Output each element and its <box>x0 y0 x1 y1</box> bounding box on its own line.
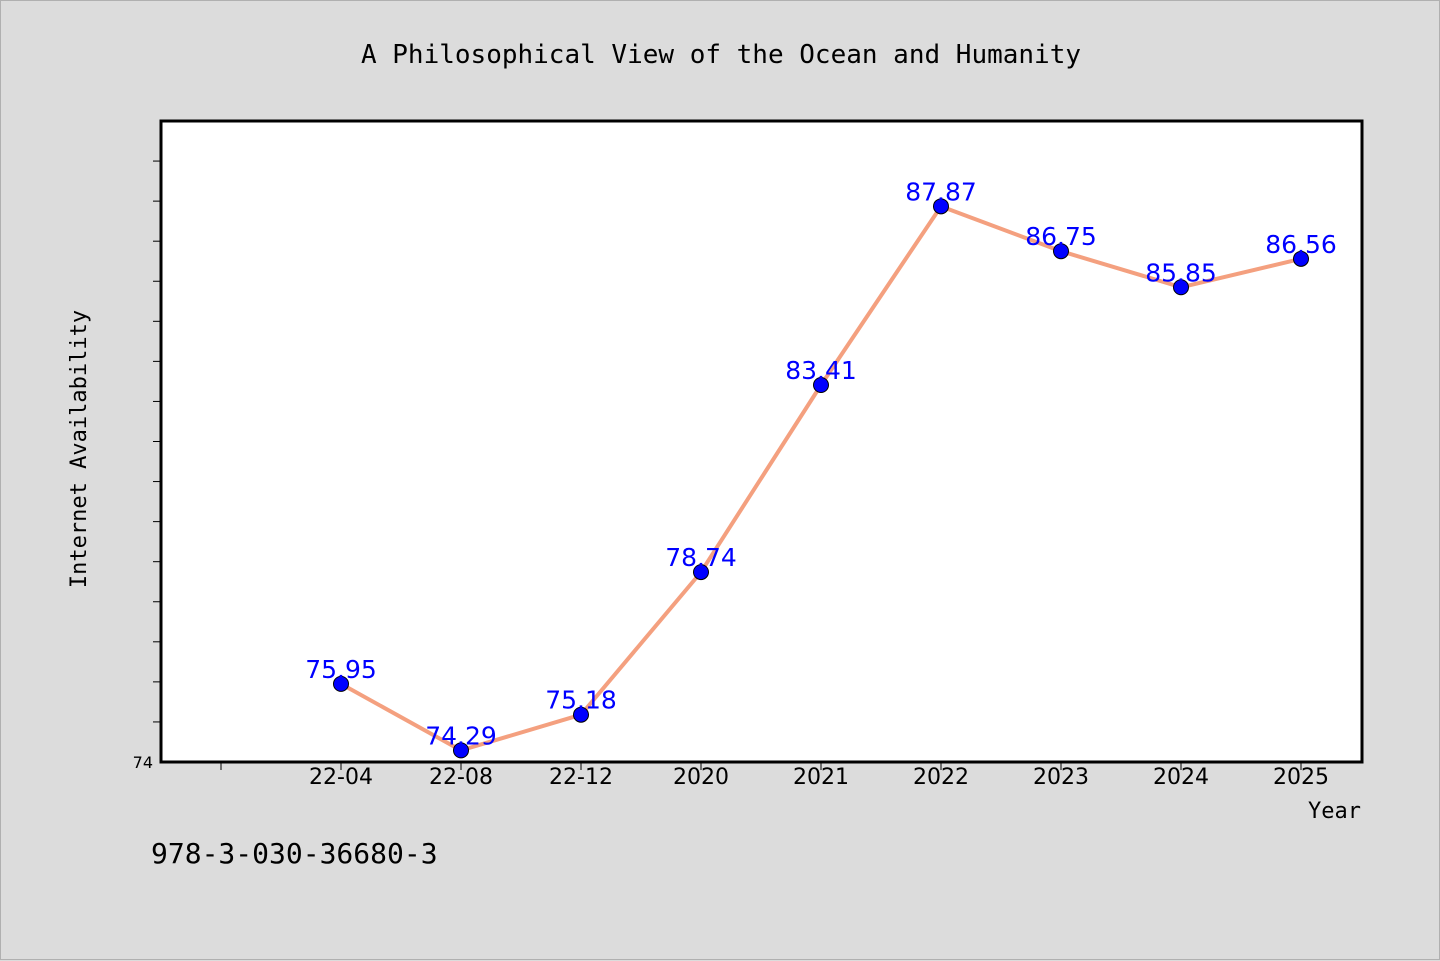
data-point <box>1293 250 1309 267</box>
plot-area <box>159 119 1364 764</box>
y-tick-label: 74 <box>133 753 153 772</box>
data-point <box>333 675 349 692</box>
data-label: 86.56 <box>1265 230 1337 259</box>
data-label: 74.29 <box>425 721 497 750</box>
data-point <box>813 377 829 394</box>
x-tick-label: 2020 <box>673 765 729 790</box>
y-axis-label: Internet Availability <box>67 310 92 588</box>
data-label: 87.87 <box>905 177 977 206</box>
x-tick-label: 2024 <box>1153 765 1209 790</box>
x-tick-label: 2025 <box>1273 765 1329 790</box>
data-point <box>693 564 709 581</box>
x-tick-label: 22-08 <box>429 765 493 790</box>
data-label: 85.85 <box>1145 258 1217 287</box>
data-labels: 75.95 74.29 75.18 78.74 83.41 87.87 86.75 85.85… <box>305 177 1337 750</box>
chart-title: A Philosophical View of the Ocean and Hu… <box>361 40 1081 70</box>
series-points <box>333 198 1309 759</box>
x-tick-label: 2023 <box>1033 765 1089 790</box>
x-tick-label: 22-12 <box>549 765 613 790</box>
data-point <box>453 742 469 759</box>
isbn-text: 978-3-030-36680-3 <box>151 837 438 870</box>
data-label: 78.74 <box>665 543 737 572</box>
data-label: 75.95 <box>305 655 377 684</box>
data-label: 83.41 <box>785 356 857 385</box>
data-point <box>1053 243 1069 260</box>
x-tick-label: 22-04 <box>309 765 373 790</box>
data-point <box>933 198 949 215</box>
data-label: 75.18 <box>545 686 617 715</box>
x-axis-label: Year <box>1308 799 1361 824</box>
x-tick-label: 2022 <box>913 765 969 790</box>
data-label: 86.75 <box>1025 222 1097 251</box>
data-point <box>1173 279 1189 296</box>
data-point <box>573 706 589 723</box>
x-tick-label: 2021 <box>793 765 849 790</box>
x-ticks: 22-04 22-08 22-12 2020 2021 2022 2023 2024 2025 <box>220 762 1329 790</box>
y-ticks: 74 <box>133 160 161 772</box>
